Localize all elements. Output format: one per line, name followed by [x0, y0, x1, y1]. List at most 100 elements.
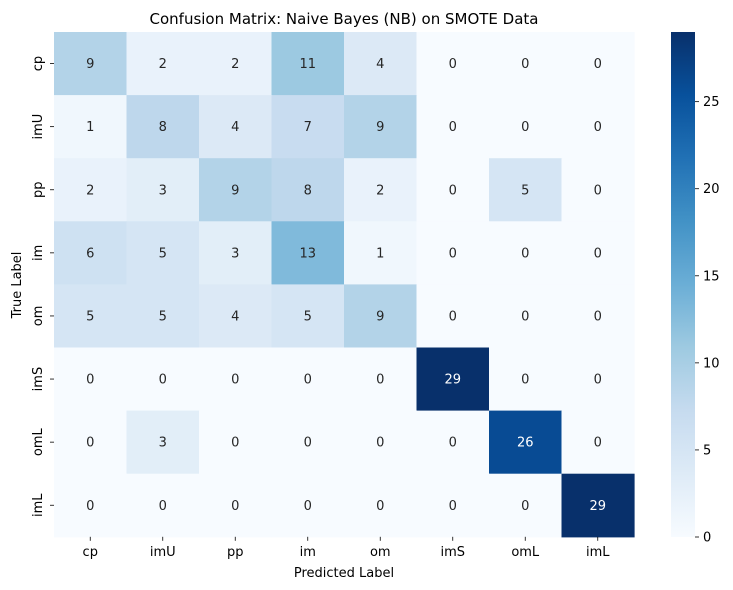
- heatmap-cell: [199, 347, 273, 412]
- heatmap-cell: [54, 473, 128, 538]
- cell-value-label: 5: [304, 309, 312, 324]
- heatmap-cell: [126, 410, 200, 475]
- cell-value-label: 29: [589, 499, 606, 514]
- cell-value-label: 0: [159, 499, 167, 514]
- cell-value-label: 2: [86, 183, 94, 198]
- x-tick-label: imU: [150, 545, 176, 560]
- cell-value-label: 0: [521, 57, 529, 72]
- heatmap-cell: [54, 410, 128, 475]
- cell-value-label: 13: [299, 246, 316, 261]
- cell-value-label: 0: [449, 120, 457, 135]
- cell-value-label: 5: [521, 183, 529, 198]
- x-tick-label: om: [370, 545, 391, 560]
- heatmap-cell: [54, 347, 128, 412]
- x-tick-label: omL: [511, 545, 540, 560]
- heatmap-cell: [561, 347, 635, 412]
- cell-value-label: 3: [159, 183, 167, 198]
- colorbar-tick-label: 25: [703, 95, 720, 110]
- y-tick-label: imS: [31, 367, 46, 392]
- heatmap-cell: [489, 95, 563, 159]
- heatmap-cell: [271, 284, 345, 349]
- heatmap-cell: [54, 158, 128, 222]
- heatmap-cell: [344, 473, 418, 538]
- x-tick-label: imL: [586, 545, 610, 560]
- cell-value-label: 4: [376, 57, 384, 72]
- cell-value-label: 8: [304, 183, 312, 198]
- cell-value-label: 9: [376, 120, 384, 135]
- cell-value-label: 0: [449, 246, 457, 261]
- heatmap-cell: [561, 410, 635, 475]
- heatmap-cell: [126, 158, 200, 222]
- y-axis-ticks: cp imU pp im om imS omL imL: [31, 56, 54, 517]
- heatmap-cell: [344, 32, 418, 96]
- x-axis-label: Predicted Label: [294, 566, 394, 581]
- cell-value-label: 0: [304, 436, 312, 451]
- x-tick-label: im: [300, 545, 316, 560]
- heatmap-cell: [561, 158, 635, 222]
- x-tick-label: imS: [440, 545, 465, 560]
- heatmap-cell: [561, 221, 635, 285]
- heatmap-cell: [344, 347, 418, 412]
- chart-title: Confusion Matrix: Naive Bayes (NB) on SM…: [150, 10, 539, 28]
- heatmap-cell: [344, 95, 418, 159]
- cell-value-label: 0: [521, 246, 529, 261]
- heatmap-cell: [54, 95, 128, 159]
- cell-value-label: 3: [231, 246, 239, 261]
- heatmap-cell: [54, 284, 128, 349]
- cell-value-label: 0: [594, 373, 602, 388]
- heatmap-cell: [416, 158, 490, 222]
- heatmap-cell: [344, 221, 418, 285]
- cell-value-label: 29: [444, 373, 461, 388]
- heatmap-cell: [271, 410, 345, 475]
- heatmap-cell: [271, 473, 345, 538]
- colorbar-tick-label: 15: [703, 269, 720, 284]
- heatmap-cell: [344, 158, 418, 222]
- cell-value-label: 0: [159, 373, 167, 388]
- x-tick-label: pp: [227, 545, 244, 560]
- cell-value-label: 4: [231, 120, 239, 135]
- cell-value-label: 11: [299, 57, 316, 72]
- cell-value-label: 0: [594, 120, 602, 135]
- heatmap-cell: [416, 221, 490, 285]
- cell-value-label: 0: [521, 309, 529, 324]
- heatmap-cell: [126, 95, 200, 159]
- heatmap-cell: [416, 284, 490, 349]
- x-axis-ticks: cp imU pp im om imS omL imL: [83, 536, 610, 560]
- heatmap-cell: [489, 410, 563, 475]
- y-axis-label: True Label: [10, 252, 25, 320]
- heatmap-cell: [344, 284, 418, 349]
- cell-value-label: 5: [159, 309, 167, 324]
- cell-value-label: 1: [86, 120, 94, 135]
- cell-value-label: 6: [86, 246, 94, 261]
- heatmap-cell: [54, 221, 128, 285]
- cell-value-label: 26: [517, 436, 534, 451]
- heatmap-cell: [271, 221, 345, 285]
- cell-value-label: 0: [304, 499, 312, 514]
- cell-value-label: 9: [86, 57, 94, 72]
- heatmap-cell: [271, 32, 345, 96]
- y-tick-label: imU: [31, 114, 46, 140]
- heatmap-cell: [126, 221, 200, 285]
- heatmap-cell: [199, 473, 273, 538]
- cell-value-label: 0: [86, 499, 94, 514]
- colorbar-tick-label: 0: [703, 531, 711, 546]
- heatmap-cell: [489, 32, 563, 96]
- colorbar-tick-label: 5: [703, 443, 711, 458]
- cell-value-label: 0: [594, 183, 602, 198]
- cell-value-label: 2: [159, 57, 167, 72]
- cell-value-label: 8: [159, 120, 167, 135]
- cell-value-label: 9: [231, 183, 239, 198]
- y-tick-label: om: [31, 306, 46, 327]
- heatmap-cell: [126, 347, 200, 412]
- y-tick-label: cp: [31, 56, 46, 71]
- heatmap-cell: [561, 284, 635, 349]
- heatmap-cell: [271, 158, 345, 222]
- heatmap-cell: [199, 158, 273, 222]
- y-tick-label: im: [31, 245, 46, 261]
- heatmap-cell: [416, 347, 490, 412]
- heatmap-cell: [54, 32, 128, 96]
- cell-value-label: 3: [159, 436, 167, 451]
- heatmap-cell: [489, 158, 563, 222]
- cell-value-label: 0: [521, 499, 529, 514]
